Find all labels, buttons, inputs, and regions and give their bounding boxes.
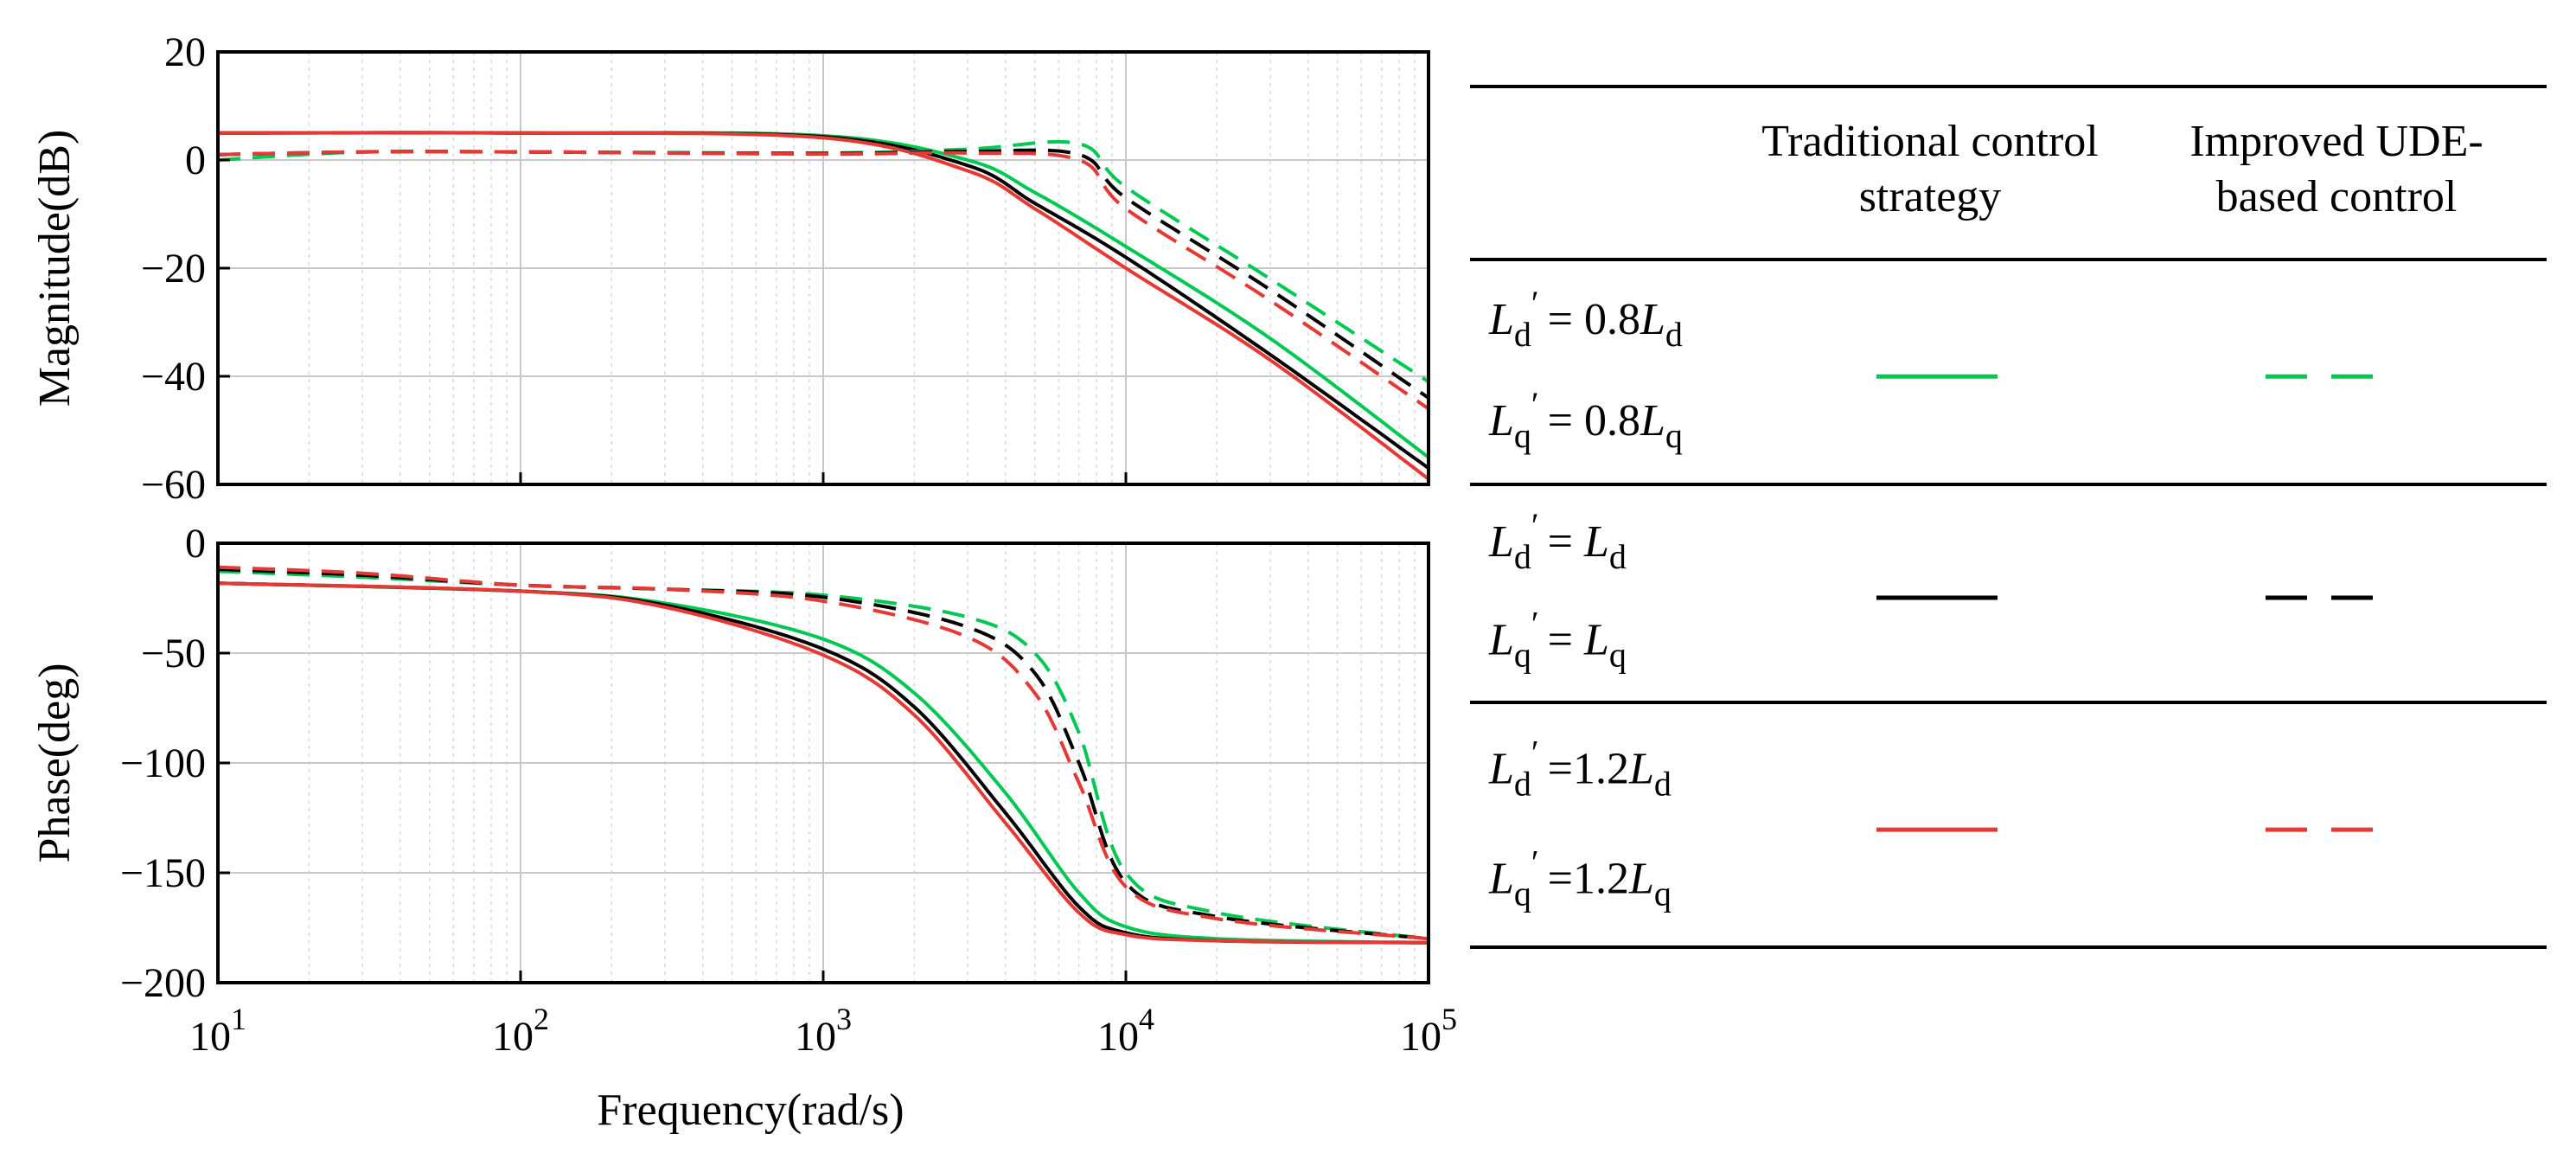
legend-ld-equation: Ld′ = Ld bbox=[1488, 506, 1627, 576]
magnitude-y-label: Magnitude(dB) bbox=[30, 130, 80, 407]
y-tick-label: −40 bbox=[141, 354, 206, 400]
header-improved-line2: based control bbox=[2216, 172, 2458, 221]
y-tick-label: 0 bbox=[185, 138, 206, 183]
legend-row: Ld′ =1.2Ld Lq′ =1.2Lq bbox=[1488, 733, 2374, 913]
x-tick-label: 104 bbox=[1097, 1002, 1154, 1060]
header-improved: Improved UDE- based control bbox=[2189, 117, 2483, 221]
phase-y-label: Phase(deg) bbox=[30, 663, 80, 862]
header-traditional: Traditional control strategy bbox=[1761, 117, 2099, 221]
magnitude-panel: 20 0 −20 −40 −60 Magnitude(dB) bbox=[30, 29, 1430, 508]
y-tick-label: −150 bbox=[120, 850, 206, 896]
x-tick-label: 102 bbox=[492, 1002, 549, 1060]
dashed-series-line-5 bbox=[218, 565, 1429, 941]
legend-ld-equation: Ld′ =1.2Ld bbox=[1488, 733, 1672, 803]
header-traditional-line1: Traditional control bbox=[1761, 117, 2099, 166]
legend-rows: Ld′ = 0.8Ld Lq′ = 0.8Lq Ld′ = Ld Lq′ = Lq Ld′ =1.… bbox=[1488, 284, 2374, 913]
x-tick-label: 101 bbox=[189, 1002, 246, 1060]
y-tick-label: −50 bbox=[141, 631, 206, 676]
phase-y-ticks: 0 −50 −100 −150 −200 bbox=[120, 521, 1430, 1006]
y-tick-label: −60 bbox=[141, 462, 206, 508]
solid-series-line-2 bbox=[218, 581, 1429, 945]
magnitude-grid bbox=[218, 52, 1429, 484]
legend-row: Ld′ = 0.8Ld Lq′ = 0.8Lq bbox=[1488, 284, 2374, 455]
magnitude-series bbox=[218, 131, 1429, 481]
legend-lq-equation: Lq′ =1.2Lq bbox=[1488, 843, 1672, 913]
phase-panel: 0 −50 −100 −150 −200 101 102 103 104 105 Phase(d… bbox=[30, 521, 1457, 1135]
legend-lq-equation: Lq′ = Lq bbox=[1488, 605, 1627, 675]
legend-table: Traditional control strategy Improved UD… bbox=[1470, 85, 2547, 949]
legend-lq-equation: Lq′ = 0.8Lq bbox=[1488, 385, 1683, 455]
y-tick-label: −100 bbox=[120, 740, 206, 786]
y-tick-label: 0 bbox=[185, 521, 206, 567]
x-tick-label: 105 bbox=[1400, 1002, 1457, 1060]
y-tick-label: −20 bbox=[141, 246, 206, 292]
x-tick-label: 103 bbox=[795, 1002, 852, 1060]
header-traditional-line2: strategy bbox=[1859, 172, 2002, 221]
header-improved-line1: Improved UDE- bbox=[2189, 117, 2483, 166]
legend-ld-equation: Ld′ = 0.8Ld bbox=[1488, 284, 1683, 354]
y-tick-label: −200 bbox=[120, 960, 206, 1006]
solid-series-line-2 bbox=[218, 131, 1429, 481]
phase-series bbox=[218, 565, 1429, 945]
legend-row: Ld′ = Ld Lq′ = Lq bbox=[1488, 506, 2374, 675]
dashed-series-line-5 bbox=[218, 150, 1429, 411]
phase-x-label: Frequency(rad/s) bbox=[597, 1086, 904, 1135]
phase-x-ticks: 101 102 103 104 105 bbox=[189, 1002, 1457, 1060]
y-tick-label: 20 bbox=[164, 29, 206, 75]
phase-grid bbox=[218, 543, 1429, 983]
magnitude-y-ticks: 20 0 −20 −40 −60 bbox=[141, 29, 1430, 508]
